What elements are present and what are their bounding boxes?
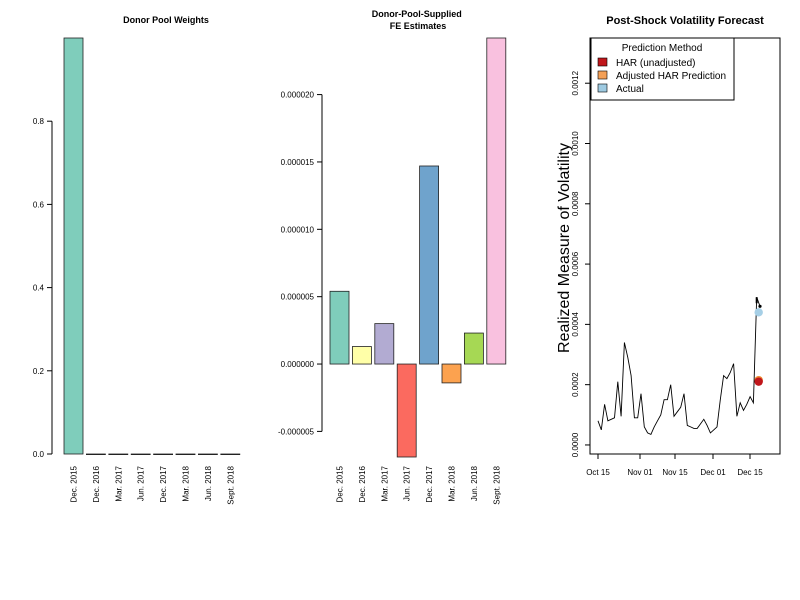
bar bbox=[108, 453, 129, 456]
legend-label-har: HAR (unadjusted) bbox=[616, 58, 695, 69]
y-tick-label: 0.000015 bbox=[281, 158, 315, 167]
y-tick-label: 0.0004 bbox=[571, 312, 580, 337]
y-tick-label: 0.000010 bbox=[281, 225, 315, 234]
legend-label-actual: Actual bbox=[616, 84, 644, 95]
legend: Prediction Method HAR (unadjusted) Adjus… bbox=[590, 37, 735, 101]
x-tick-label: Dec. 2015 bbox=[70, 465, 79, 502]
series-end-point bbox=[758, 304, 762, 308]
bar bbox=[197, 453, 218, 456]
y-tick-label: -0.000005 bbox=[278, 427, 315, 436]
bar bbox=[175, 453, 196, 456]
x-tick-label: Dec. 2016 bbox=[92, 465, 101, 502]
bar bbox=[86, 453, 106, 456]
bar bbox=[130, 453, 151, 456]
bar bbox=[153, 453, 174, 456]
panel3-axes: 0.0000 0.0002 0.0004 0.0006 0.0008 0.0010 0.00… bbox=[571, 70, 763, 477]
legend-swatch-adjusted bbox=[597, 70, 608, 80]
x-tick-label: Nov 15 bbox=[662, 468, 688, 477]
bar bbox=[220, 453, 241, 456]
legend-swatch-actual bbox=[597, 83, 608, 93]
panel2-title-line2: FE Estimates bbox=[390, 21, 447, 31]
panel3-series bbox=[597, 297, 762, 435]
legend-title: Prediction Method bbox=[622, 43, 703, 54]
forecast-point bbox=[754, 308, 763, 317]
bar bbox=[63, 37, 84, 455]
y-tick-label: 0.0010 bbox=[571, 131, 580, 156]
panel2-title: Donor-Pool-Supplied FE Estimates bbox=[372, 9, 465, 31]
x-tick-label: Sept. 2018 bbox=[226, 465, 235, 504]
x-tick-label: Mar. 2018 bbox=[182, 465, 191, 501]
y-tick-label: 0.0008 bbox=[571, 191, 580, 216]
y-tick-label: 0.8 bbox=[33, 117, 45, 126]
panel2-y-axis: -0.000005 0.000000 0.000005 0.000010 0.00001… bbox=[278, 91, 323, 436]
legend-box bbox=[590, 37, 735, 101]
x-tick-label: Mar. 2017 bbox=[114, 465, 123, 501]
y-tick-label: 0.0012 bbox=[571, 70, 580, 95]
bar bbox=[419, 165, 440, 365]
panel-volatility-forecast: Post-Shock Volatility Forecast Realized … bbox=[556, 15, 781, 477]
panel3-y-label: Realized Measure of Volatility bbox=[556, 143, 573, 353]
y-tick-label: 0.4 bbox=[33, 284, 45, 293]
bar bbox=[396, 363, 417, 458]
forecast-point bbox=[754, 377, 763, 386]
panel-fe-estimates: Donor-Pool-Supplied FE Estimates -0.0000… bbox=[278, 9, 507, 505]
x-tick-label: Nov 01 bbox=[627, 468, 653, 477]
x-tick-label: Jun. 2017 bbox=[137, 465, 146, 501]
legend-swatch-har bbox=[597, 57, 608, 67]
panel-donor-pool-weights: Donor Pool Weights 0.0 0.2 0.4 0.6 0.8 Dec. … bbox=[33, 15, 241, 505]
panel1-bars bbox=[63, 37, 241, 456]
bar bbox=[351, 346, 372, 365]
y-tick-label: 0.000020 bbox=[281, 91, 315, 100]
panel2-bars bbox=[329, 37, 507, 458]
x-tick-label: Oct 15 bbox=[586, 468, 610, 477]
x-tick-label: Mar. 2018 bbox=[448, 465, 457, 501]
x-tick-label: Dec. 2015 bbox=[336, 465, 345, 502]
y-tick-label: 0.2 bbox=[33, 367, 45, 376]
panel1-y-axis: 0.0 0.2 0.4 0.6 0.8 bbox=[33, 117, 53, 459]
x-tick-label: Jun. 2018 bbox=[204, 465, 213, 501]
y-tick-label: 0.000005 bbox=[281, 293, 315, 302]
bar bbox=[329, 290, 350, 365]
y-tick-label: 0.0 bbox=[33, 450, 45, 459]
bar bbox=[463, 332, 484, 365]
y-tick-label: 0.6 bbox=[33, 200, 45, 209]
x-tick-label: Jun. 2017 bbox=[403, 465, 412, 501]
panel2-title-line1: Donor-Pool-Supplied bbox=[372, 9, 462, 19]
y-tick-label: 0.0006 bbox=[571, 251, 580, 276]
x-tick-label: Dec. 2016 bbox=[358, 465, 367, 502]
y-tick-label: 0.0000 bbox=[571, 432, 580, 457]
x-tick-label: Mar. 2017 bbox=[380, 465, 389, 501]
bar bbox=[486, 37, 507, 365]
panel3-forecast-points bbox=[754, 308, 763, 386]
panel2-x-ticks: Dec. 2015 Dec. 2016 Mar. 2017 Jun. 2017 Dec.… bbox=[336, 465, 502, 504]
x-tick-label: Dec 15 bbox=[737, 468, 763, 477]
panel1-x-ticks: Dec. 2015 Dec. 2016 Mar. 2017 Jun. 2017 Dec.… bbox=[70, 465, 236, 504]
panel3-title: Post-Shock Volatility Forecast bbox=[606, 15, 764, 27]
legend-label-adjusted: Adjusted HAR Prediction bbox=[616, 71, 726, 82]
series-line-realized bbox=[597, 297, 761, 435]
panel1-title: Donor Pool Weights bbox=[123, 15, 209, 25]
y-tick-label: 0.000000 bbox=[281, 360, 315, 369]
y-tick-label: 0.0002 bbox=[571, 372, 580, 397]
bar bbox=[374, 323, 395, 365]
x-tick-label: Dec. 2017 bbox=[159, 465, 168, 502]
x-tick-label: Dec 01 bbox=[700, 468, 726, 477]
x-tick-label: Dec. 2017 bbox=[425, 465, 434, 502]
x-tick-label: Jun. 2018 bbox=[470, 465, 479, 501]
x-tick-label: Sept. 2018 bbox=[492, 465, 501, 504]
bar bbox=[441, 363, 462, 384]
